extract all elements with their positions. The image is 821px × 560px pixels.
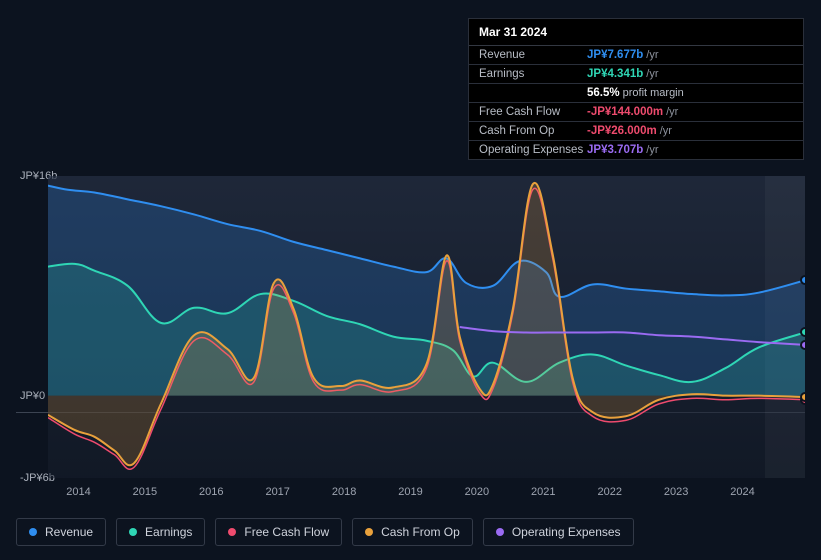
tooltip-row-value: -JP¥26.000m [587, 125, 657, 137]
cashop-end-dot [800, 392, 805, 402]
plot-inner [48, 176, 805, 478]
x-axis-tick-label: 2019 [398, 486, 422, 498]
x-axis-tick-label: 2014 [66, 486, 90, 498]
tooltip-row: Free Cash Flow-JP¥144.000m/yr [469, 103, 803, 122]
x-axis-tick-label: 2017 [265, 486, 289, 498]
x-axis-tick-label: 2023 [664, 486, 688, 498]
legend-dot-icon [228, 528, 236, 536]
x-axis-tick-label: 2015 [133, 486, 157, 498]
earnings-end-dot [800, 327, 805, 337]
legend-item-earnings[interactable]: Earnings [116, 518, 205, 546]
tooltip-row: RevenueJP¥7.677b/yr [469, 46, 803, 65]
revenue-end-dot [800, 275, 805, 285]
opex-end-dot [800, 340, 805, 350]
tooltip-row-value: -JP¥144.000m [587, 106, 663, 118]
legend-item-fcf[interactable]: Free Cash Flow [215, 518, 342, 546]
tooltip-row-value: JP¥4.341b [587, 68, 643, 80]
plot-area[interactable] [16, 176, 805, 478]
tooltip-row: Cash From Op-JP¥26.000m/yr [469, 122, 803, 141]
x-axis: 2014 2015 2016 2017 2018 2019 2020 2021 2022 2023… [32, 486, 789, 506]
tooltip-row-unit: /yr [646, 144, 658, 156]
legend-label: Free Cash Flow [244, 525, 329, 539]
x-axis-tick-label: 2021 [531, 486, 555, 498]
tooltip-row-label: Operating Expenses [479, 144, 587, 156]
tooltip-row-unit: /yr [666, 106, 678, 118]
x-axis-tick-label: 2024 [730, 486, 754, 498]
legend: Revenue Earnings Free Cash Flow Cash From O… [16, 518, 634, 546]
tooltip-row-unit: /yr [660, 125, 672, 137]
tooltip-row-unit: /yr [646, 49, 658, 61]
tooltip-row: Operating ExpensesJP¥3.707b/yr [469, 141, 803, 159]
legend-label: Cash From Op [381, 525, 460, 539]
legend-label: Revenue [45, 525, 93, 539]
tooltip-rows: RevenueJP¥7.677b/yrEarningsJP¥4.341b/yr … [469, 46, 803, 159]
legend-label: Earnings [145, 525, 192, 539]
chart-svg [48, 176, 805, 478]
x-axis-tick-label: 2018 [332, 486, 356, 498]
legend-dot-icon [29, 528, 37, 536]
tooltip-row-value: JP¥3.707b [587, 144, 643, 156]
legend-label: Operating Expenses [512, 525, 621, 539]
x-axis-tick-label: 2016 [199, 486, 223, 498]
tooltip-row: EarningsJP¥4.341b/yr [469, 65, 803, 84]
x-axis-tick-label: 2020 [465, 486, 489, 498]
tooltip-card: Mar 31 2024 RevenueJP¥7.677b/yrEarningsJ… [468, 18, 804, 160]
tooltip-row-label: Revenue [479, 49, 587, 61]
chart[interactable]: JP¥16bJP¥0-JP¥6b [16, 160, 805, 478]
legend-dot-icon [496, 528, 504, 536]
tooltip-row-label: Earnings [479, 68, 587, 80]
tooltip-row-label: Free Cash Flow [479, 106, 587, 118]
legend-item-cashop[interactable]: Cash From Op [352, 518, 473, 546]
tooltip-row-unit: /yr [646, 68, 658, 80]
legend-item-revenue[interactable]: Revenue [16, 518, 106, 546]
tooltip-date: Mar 31 2024 [469, 19, 803, 46]
tooltip-subrow-value: 56.5% [587, 87, 620, 99]
legend-dot-icon [129, 528, 137, 536]
legend-dot-icon [365, 528, 373, 536]
tooltip-row-label: Cash From Op [479, 125, 587, 137]
tooltip-subrow: 56.5%profit margin [469, 84, 803, 103]
legend-item-opex[interactable]: Operating Expenses [483, 518, 634, 546]
tooltip-subrow-label: profit margin [623, 87, 684, 99]
x-axis-tick-label: 2022 [597, 486, 621, 498]
tooltip-row-value: JP¥7.677b [587, 49, 643, 61]
